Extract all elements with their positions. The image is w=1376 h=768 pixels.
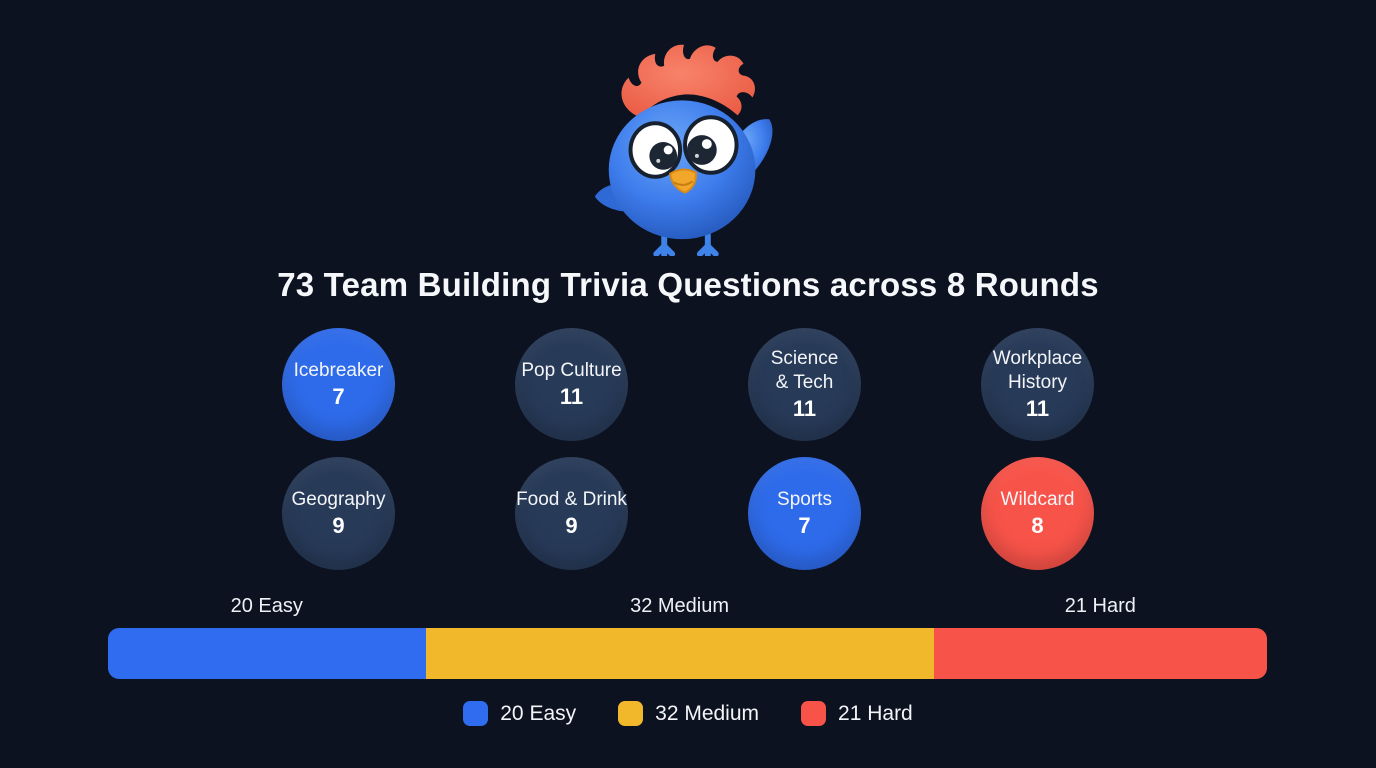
round-label: Food & Drink — [516, 489, 627, 510]
round-count: 9 — [332, 513, 345, 538]
flame-crest-icon — [621, 44, 755, 118]
round-count: 11 — [792, 396, 817, 421]
hard-swatch-icon — [801, 701, 827, 726]
easy-swatch-icon — [463, 701, 489, 726]
round-circle-workplace-history: Workplace History 11 — [981, 328, 1094, 441]
round-label: Pop Culture — [521, 360, 622, 381]
legend-item-medium: 32 Medium — [618, 701, 759, 726]
page-title: 73 Team Building Trivia Questions across… — [277, 266, 1099, 303]
round-count: 9 — [565, 513, 578, 538]
legend-item-hard: 21 Hard — [801, 701, 913, 726]
round-count: 8 — [1031, 513, 1044, 538]
round-circle-geography: Geography 9 — [282, 457, 395, 570]
hard-label-cell: 21 Hard — [934, 592, 1267, 620]
round-circle-wildcard: Wildcard 8 — [981, 457, 1094, 570]
round-label: Science & Tech — [770, 348, 839, 393]
legend-label: 20 Easy — [500, 701, 577, 725]
bird-mascot-illustration — [594, 44, 773, 256]
bird-eyes — [628, 115, 739, 179]
medium-count-label: 32 Medium — [630, 594, 730, 617]
round-count: 7 — [798, 513, 811, 538]
rounds-row-1: Icebreaker 7 Pop Culture 11 Science & Te… — [282, 328, 1094, 441]
difficulty-legend: 20 Easy 32 Medium 21 Hard — [0, 701, 1376, 726]
medium-label-cell: 32 Medium — [426, 592, 934, 620]
legend-label: 21 Hard — [838, 701, 913, 725]
beak-icon — [669, 168, 697, 194]
round-circle-science-tech: Science & Tech 11 — [748, 328, 861, 441]
rounds-grid: Icebreaker 7 Pop Culture 11 Science & Te… — [0, 328, 1376, 570]
difficulty-stacked-bar — [108, 628, 1267, 679]
round-label: Icebreaker — [293, 360, 384, 381]
round-circle-pop-culture: Pop Culture 11 — [515, 328, 628, 441]
round-count: 11 — [1025, 396, 1050, 421]
round-circle-food-drink: Food & Drink 9 — [515, 457, 628, 570]
round-label: Sports — [777, 489, 832, 510]
difficulty-bar-labels: 20 Easy 32 Medium 21 Hard — [108, 592, 1267, 620]
round-label: Geography — [291, 489, 386, 510]
medium-bar-segment — [425, 628, 934, 679]
legend-label: 32 Medium — [655, 701, 760, 725]
hard-bar-segment — [933, 628, 1267, 679]
round-circle-sports: Sports 7 — [748, 457, 861, 570]
easy-count-label: 20 Easy — [230, 594, 303, 617]
round-count: 11 — [559, 384, 584, 409]
easy-label-cell: 20 Easy — [108, 592, 426, 620]
round-label: Workplace History — [992, 348, 1083, 393]
medium-swatch-icon — [618, 701, 644, 726]
hard-count-label: 21 Hard — [1064, 594, 1136, 617]
legend-item-easy: 20 Easy — [463, 701, 576, 726]
rounds-row-2: Geography 9 Food & Drink 9 Sports 7 Wild… — [282, 457, 1094, 570]
round-count: 7 — [332, 384, 345, 409]
easy-bar-segment — [108, 628, 426, 679]
round-circle-icebreaker: Icebreaker 7 — [282, 328, 395, 441]
round-label: Wildcard — [1000, 489, 1075, 510]
